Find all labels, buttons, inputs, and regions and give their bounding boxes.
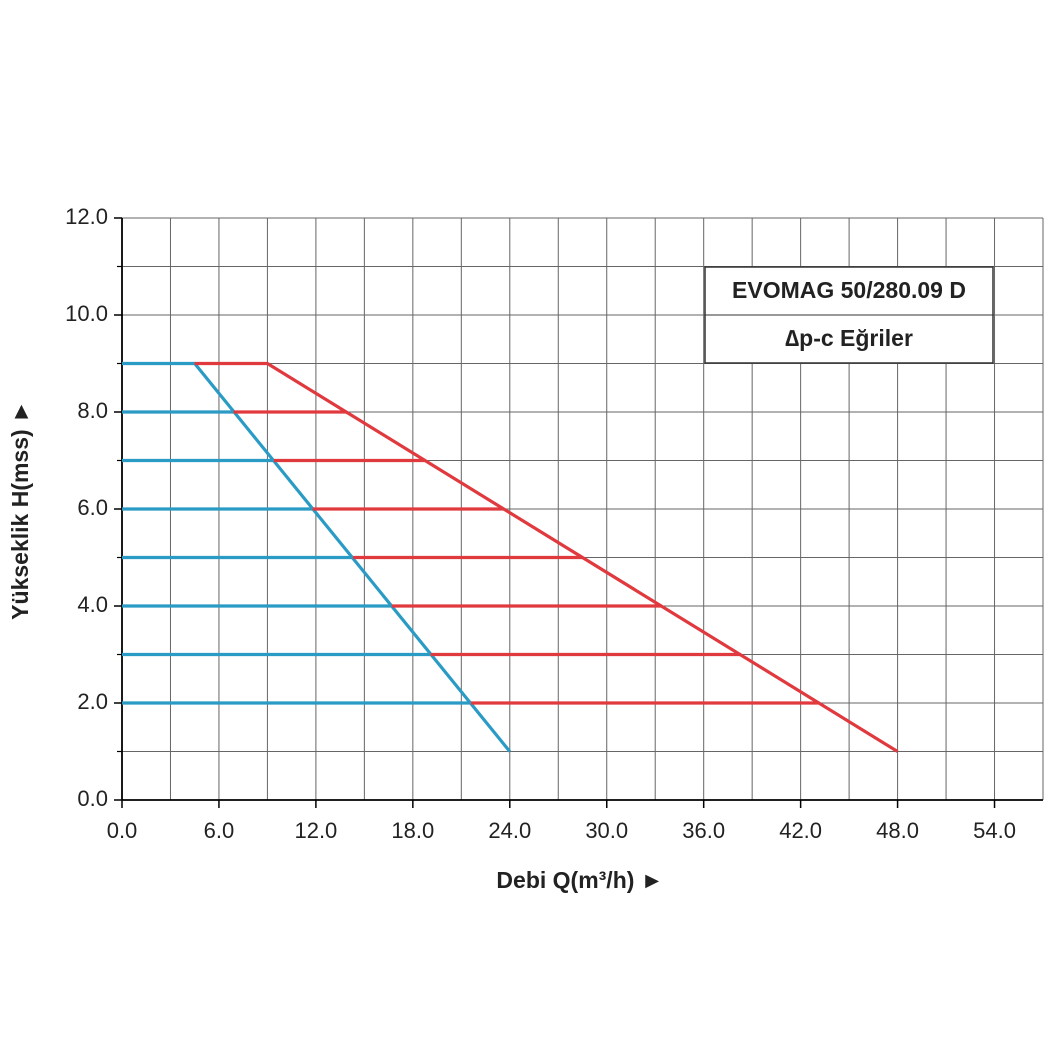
x-tick-label: 36.0: [682, 818, 725, 843]
y-tick-label: 6.0: [77, 495, 108, 520]
y-axis-label: Yükseklik H(mss) ►: [7, 400, 33, 620]
x-tick-label: 42.0: [779, 818, 822, 843]
y-tick-label: 10.0: [65, 301, 108, 326]
x-tick-label: 18.0: [391, 818, 434, 843]
y-tick-label: 0.0: [77, 786, 108, 811]
x-tick-label: 54.0: [973, 818, 1016, 843]
x-tick-label: 30.0: [585, 818, 628, 843]
chart-subtitle: ∆p-c Eğriler: [785, 325, 913, 351]
x-tick-label: 12.0: [294, 818, 337, 843]
y-tick-label: 8.0: [77, 398, 108, 423]
y-tick-label: 2.0: [77, 689, 108, 714]
x-tick-label: 48.0: [876, 818, 919, 843]
chart-title: EVOMAG 50/280.09 D: [732, 277, 966, 303]
x-tick-label: 6.0: [204, 818, 235, 843]
y-tick-label: 12.0: [65, 204, 108, 229]
series-line: [194, 361, 899, 753]
y-tick-label: 4.0: [77, 592, 108, 617]
x-axis-label: Debi Q(m³/h) ►: [496, 867, 663, 893]
x-tick-label: 0.0: [107, 818, 138, 843]
x-tick-label: 24.0: [488, 818, 531, 843]
